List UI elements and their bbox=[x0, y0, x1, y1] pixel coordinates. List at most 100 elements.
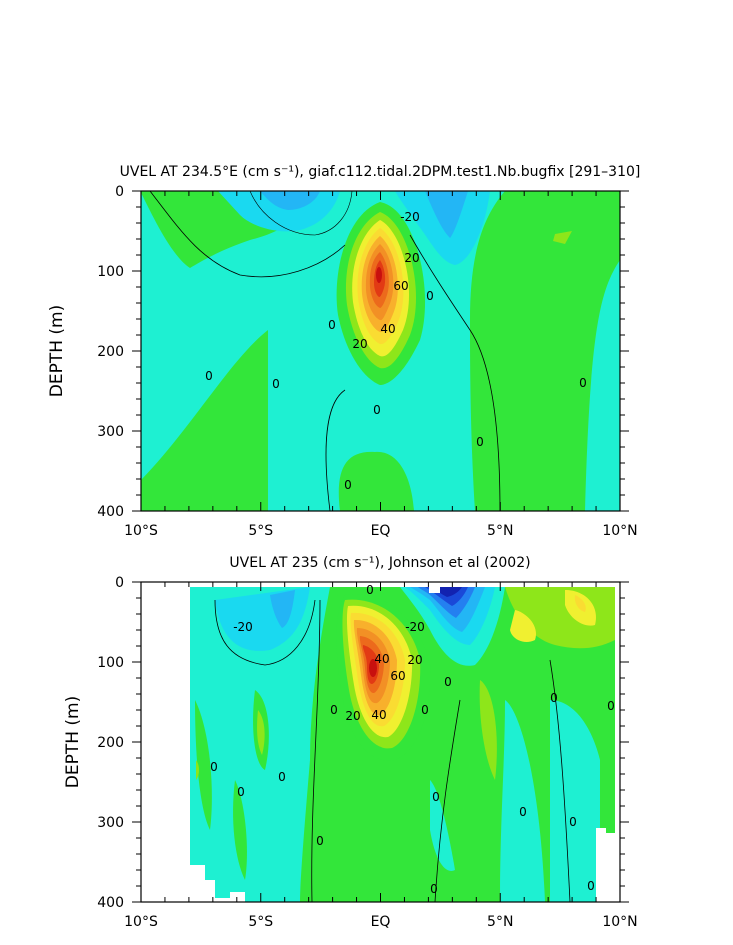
contour-line bbox=[325, 389, 346, 511]
contour-label: 0 bbox=[430, 882, 438, 896]
panel-obs-x-ticks: 10°S 5°S EQ 5°N 10°N bbox=[124, 582, 638, 930]
contour-line bbox=[149, 191, 346, 278]
y-tick-label: 100 bbox=[97, 264, 124, 280]
contour-label: 0 bbox=[272, 377, 280, 391]
contour-label: 0 bbox=[210, 760, 218, 774]
region-negative-west-inner bbox=[270, 590, 295, 628]
contour-label: 0 bbox=[373, 403, 381, 417]
region-negative-deep bbox=[500, 700, 545, 902]
contour-line bbox=[409, 234, 501, 511]
region-positive-patch-inner bbox=[196, 760, 199, 780]
y-tick-label: 400 bbox=[97, 504, 124, 520]
y-tick-label: 300 bbox=[97, 815, 124, 831]
x-tick-label: 5°S bbox=[248, 523, 273, 539]
core-level-9 bbox=[369, 659, 377, 677]
contour-label: 20 bbox=[345, 709, 360, 723]
panel-model-y-axis-label: DEPTH (m) bbox=[47, 305, 67, 397]
contour-line bbox=[549, 659, 571, 902]
y-tick-label: 400 bbox=[97, 895, 124, 911]
y-tick-label: 300 bbox=[97, 424, 124, 440]
contour-label: 0 bbox=[476, 435, 484, 449]
contour-label: 20 bbox=[352, 337, 367, 351]
region-positive-patch-inner bbox=[257, 710, 265, 755]
contour-label: 0 bbox=[366, 583, 374, 597]
panel-model-contour-labels: -20 20 60 40 20 0 0 0 0 0 0 0 0 bbox=[205, 210, 587, 492]
panel-obs: UVEL AT 235 (cm s⁻¹), Johnson et al (200… bbox=[63, 555, 638, 930]
region-small-east bbox=[553, 231, 572, 244]
contour-label: 0 bbox=[237, 785, 245, 799]
contour-label: 0 bbox=[328, 318, 336, 332]
missing-data-gap bbox=[596, 828, 615, 902]
y-tick-label: 0 bbox=[115, 575, 124, 591]
x-tick-label: 10°S bbox=[124, 523, 158, 539]
x-tick-label: EQ bbox=[371, 523, 391, 539]
panel-model-field bbox=[141, 191, 620, 511]
contour-line bbox=[214, 599, 316, 666]
panel-obs-title: UVEL AT 235 (cm s⁻¹), Johnson et al (200… bbox=[229, 555, 530, 571]
contour-label: 60 bbox=[393, 279, 408, 293]
region-positive-patch bbox=[479, 680, 497, 780]
contour-label: 0 bbox=[278, 770, 286, 784]
contour-label: 0 bbox=[421, 703, 429, 717]
region-positive-patch bbox=[233, 780, 247, 880]
panel-obs-field bbox=[190, 587, 615, 902]
contour-label: 0 bbox=[569, 815, 577, 829]
contour-label: 40 bbox=[371, 708, 386, 722]
y-tick-label: 200 bbox=[97, 344, 124, 360]
contour-label: 0 bbox=[579, 376, 587, 390]
y-tick-label: 200 bbox=[97, 735, 124, 751]
x-tick-label: 10°N bbox=[602, 914, 637, 930]
region-positive-east-yellow bbox=[510, 610, 536, 642]
region-positive-east bbox=[470, 191, 620, 511]
contour-label: 0 bbox=[607, 699, 615, 713]
contour-label: 60 bbox=[390, 669, 405, 683]
contour-label: 0 bbox=[344, 478, 352, 492]
region-negative-deep bbox=[550, 700, 600, 902]
contour-label: 0 bbox=[316, 834, 324, 848]
contour-label: -20 bbox=[405, 620, 425, 634]
core-level-9 bbox=[376, 267, 382, 283]
contour-line bbox=[311, 599, 321, 902]
region-positive-deep bbox=[338, 451, 414, 511]
panel-obs-y-axis-label: DEPTH (m) bbox=[63, 696, 83, 788]
panel-model: UVEL AT 234.5°E (cm s⁻¹), giaf.c112.tida… bbox=[47, 164, 640, 539]
contour-label: 0 bbox=[426, 289, 434, 303]
region-positive-patch bbox=[195, 700, 212, 830]
x-tick-label: EQ bbox=[371, 914, 391, 930]
region-negative-east-inner bbox=[425, 191, 468, 238]
contour-label: 0 bbox=[519, 805, 527, 819]
contour-label: 0 bbox=[205, 369, 213, 383]
contour-label: 20 bbox=[404, 251, 419, 265]
contour-line bbox=[434, 699, 461, 902]
contour-line bbox=[249, 191, 353, 236]
region-positive-east-orange bbox=[574, 595, 586, 612]
x-tick-label: 10°S bbox=[124, 914, 158, 930]
contour-label: 0 bbox=[444, 675, 452, 689]
panel-model-title: UVEL AT 234.5°E (cm s⁻¹), giaf.c112.tida… bbox=[120, 164, 641, 180]
y-tick-label: 100 bbox=[97, 655, 124, 671]
y-tick-label: 0 bbox=[115, 184, 124, 200]
contour-label: -20 bbox=[400, 210, 420, 224]
contour-label: 0 bbox=[550, 691, 558, 705]
contour-label: 40 bbox=[374, 652, 389, 666]
contour-label: -20 bbox=[233, 620, 253, 634]
missing-data-gap bbox=[429, 587, 440, 593]
contour-label: 0 bbox=[587, 879, 595, 893]
x-tick-label: 5°N bbox=[487, 523, 513, 539]
region-positive-sw bbox=[141, 330, 268, 511]
x-tick-label: 10°N bbox=[602, 523, 637, 539]
region-negative-west-inner bbox=[260, 191, 320, 210]
x-tick-label: 5°N bbox=[487, 914, 513, 930]
x-tick-label: 5°S bbox=[248, 914, 273, 930]
panel-obs-contour-labels: -20 0 -20 40 20 20 40 60 0 0 0 0 0 0 0 0… bbox=[210, 583, 615, 896]
contour-label: 0 bbox=[432, 790, 440, 804]
region-negative-deep bbox=[430, 780, 455, 871]
contour-label: 20 bbox=[407, 653, 422, 667]
contour-label: 0 bbox=[330, 703, 338, 717]
contour-label: 40 bbox=[380, 322, 395, 336]
panel-model-x-ticks: 10°S 5°S EQ 5°N 10°N bbox=[124, 191, 638, 539]
missing-data-gap bbox=[190, 865, 245, 902]
